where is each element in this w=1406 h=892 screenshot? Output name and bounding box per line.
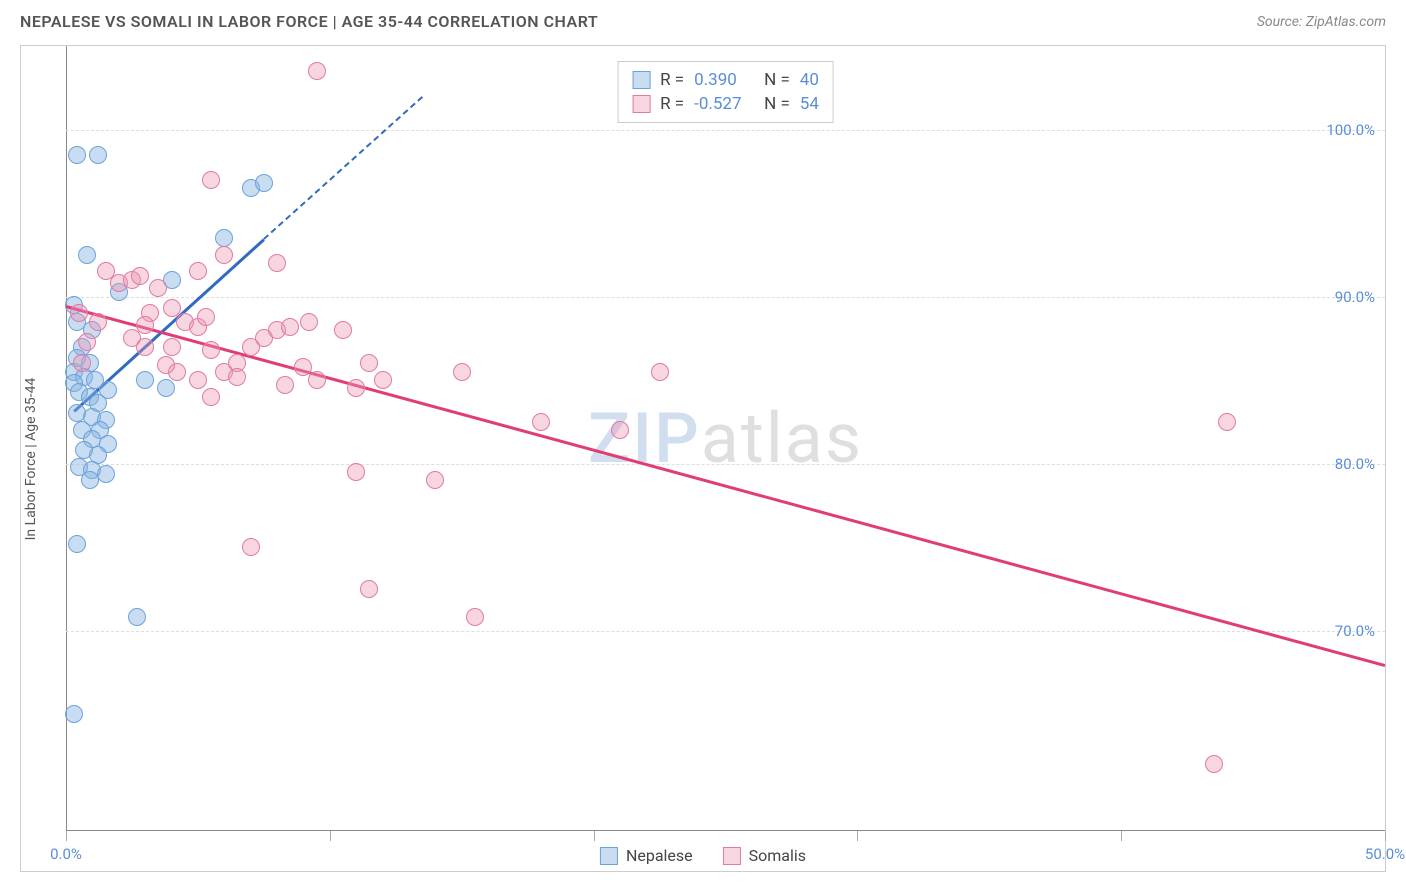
n-label: N =: [764, 70, 790, 90]
chart-container: In Labor Force | Age 35-44 ZIPatlas R = 0…: [20, 45, 1386, 872]
scatter-point: [374, 371, 392, 389]
x-tick: [1385, 831, 1386, 841]
scatter-point: [202, 341, 220, 359]
scatter-point: [268, 254, 286, 272]
r-value: -0.527: [694, 94, 754, 114]
watermark-zip: ZIP: [588, 398, 701, 480]
watermark-atlas: atlas: [701, 398, 863, 480]
legend-item: Nepalese: [600, 846, 693, 865]
scatter-point: [202, 388, 220, 406]
gridline-h: [66, 464, 1385, 465]
scatter-point: [334, 321, 352, 339]
r-label: R =: [660, 70, 684, 90]
scatter-point: [300, 313, 318, 331]
scatter-point: [611, 421, 629, 439]
x-tick: [66, 831, 67, 841]
scatter-point: [255, 174, 273, 192]
r-label: R =: [660, 94, 684, 114]
legend-label: Somalis: [749, 846, 806, 865]
scatter-point: [215, 246, 233, 264]
scatter-point: [189, 371, 207, 389]
scatter-point: [281, 318, 299, 336]
scatter-point: [347, 379, 365, 397]
scatter-point: [242, 538, 260, 556]
y-axis-label: In Labor Force | Age 35-44: [23, 377, 39, 540]
stats-swatch: [632, 71, 650, 89]
scatter-point: [157, 356, 175, 374]
legend-label: Nepalese: [626, 846, 693, 865]
x-tick: [330, 831, 331, 841]
scatter-point: [81, 471, 99, 489]
scatter-point: [651, 363, 669, 381]
scatter-point: [78, 246, 96, 264]
y-tick-label: 100.0%: [1326, 121, 1375, 139]
scatter-point: [128, 608, 146, 626]
chart-source: Source: ZipAtlas.com: [1257, 14, 1386, 30]
scatter-point: [65, 705, 83, 723]
scatter-point: [136, 316, 154, 334]
scatter-point: [360, 580, 378, 598]
trend-line-dashed: [263, 96, 423, 240]
scatter-point: [89, 146, 107, 164]
y-tick-label: 90.0%: [1335, 288, 1375, 306]
scatter-point: [97, 465, 115, 483]
stats-row: R = 0.390 N = 40: [632, 68, 819, 92]
scatter-point: [466, 608, 484, 626]
scatter-point: [197, 308, 215, 326]
scatter-point: [189, 262, 207, 280]
scatter-point: [453, 363, 471, 381]
scatter-point: [157, 379, 175, 397]
scatter-point: [68, 146, 86, 164]
scatter-point: [426, 471, 444, 489]
scatter-point: [89, 313, 107, 331]
scatter-point: [73, 354, 91, 372]
x-tick: [594, 831, 595, 841]
scatter-point: [131, 267, 149, 285]
n-value: 40: [800, 70, 819, 90]
trend-line: [66, 305, 1386, 667]
x-tick: [857, 831, 858, 841]
x-tick-label: 50.0%: [1365, 845, 1405, 863]
scatter-point: [149, 279, 167, 297]
scatter-point: [78, 333, 96, 351]
watermark: ZIPatlas: [588, 398, 863, 480]
scatter-point: [308, 62, 326, 80]
scatter-point: [276, 376, 294, 394]
scatter-point: [136, 338, 154, 356]
scatter-point: [228, 368, 246, 386]
scatter-point: [68, 535, 86, 553]
y-tick-label: 70.0%: [1335, 622, 1375, 640]
scatter-point: [215, 229, 233, 247]
gridline-h: [66, 130, 1385, 131]
scatter-point: [532, 413, 550, 431]
scatter-point: [1205, 755, 1223, 773]
chart-header: NEPALESE VS SOMALI IN LABOR FORCE | AGE …: [0, 0, 1406, 39]
gridline-h: [66, 297, 1385, 298]
n-value: 54: [800, 94, 819, 114]
stats-row: R = -0.527 N = 54: [632, 92, 819, 116]
legend-swatch: [600, 847, 618, 865]
legend-swatch: [723, 847, 741, 865]
scatter-point: [202, 171, 220, 189]
correlation-stats-box: R = 0.390 N = 40 R = -0.527 N = 54: [617, 61, 834, 123]
y-tick-label: 80.0%: [1335, 455, 1375, 473]
scatter-point: [360, 354, 378, 372]
legend: Nepalese Somalis: [600, 846, 806, 865]
plot-area: ZIPatlas R = 0.390 N = 40 R = -0.527 N = 54 70.…: [66, 46, 1385, 831]
scatter-point: [136, 371, 154, 389]
stats-swatch: [632, 95, 650, 113]
legend-item: Somalis: [723, 846, 806, 865]
n-label: N =: [764, 94, 790, 114]
scatter-point: [308, 371, 326, 389]
chart-title: NEPALESE VS SOMALI IN LABOR FORCE | AGE …: [20, 12, 598, 31]
scatter-point: [1218, 413, 1236, 431]
scatter-point: [70, 304, 88, 322]
scatter-point: [163, 338, 181, 356]
x-tick-label: 0.0%: [50, 845, 82, 863]
scatter-point: [347, 463, 365, 481]
r-value: 0.390: [694, 70, 754, 90]
x-tick: [1121, 831, 1122, 841]
gridline-h: [66, 631, 1385, 632]
